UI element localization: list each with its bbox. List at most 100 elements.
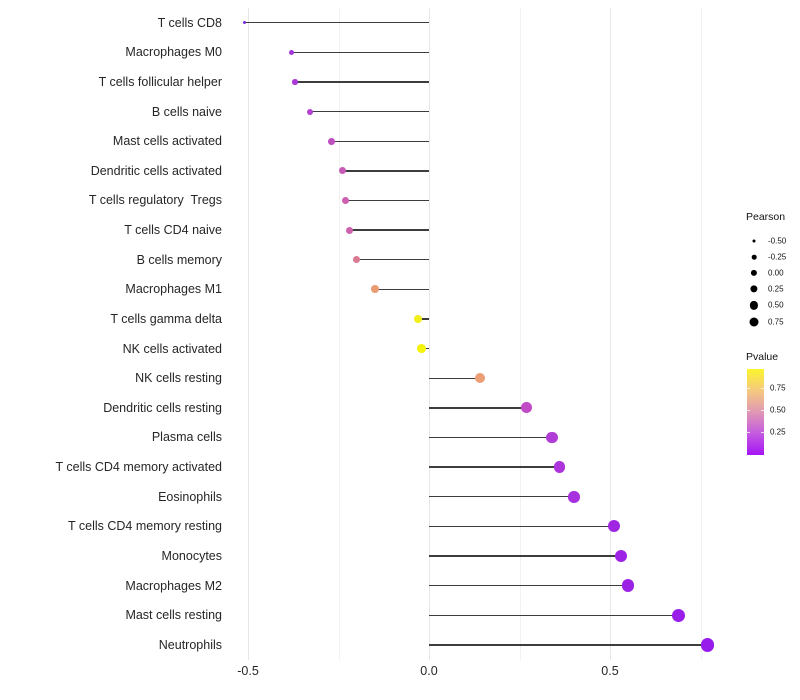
data-point	[327, 137, 335, 145]
colorbar-tick-label: 0.75	[770, 383, 786, 393]
legend-size-label: -0.25	[768, 252, 787, 262]
legend-size-label: 0.50	[768, 300, 784, 310]
lollipop-stem	[429, 644, 708, 646]
lollipop-stem	[349, 229, 429, 231]
y-axis-label: Eosinophils	[158, 489, 222, 504]
lollipop-stem	[429, 407, 527, 409]
y-axis-label: Mast cells activated	[112, 134, 222, 149]
legend-size-dot	[749, 301, 759, 310]
gridline-major	[429, 8, 430, 660]
y-axis-label: Dendritic cells activated	[90, 163, 222, 178]
data-point	[614, 549, 627, 563]
colorbar-tick	[761, 431, 764, 433]
data-point	[345, 226, 353, 234]
chart-panel	[233, 8, 730, 660]
legend-pearson-title: Pearson	[746, 211, 786, 223]
y-axis-label: NK cells activated	[122, 341, 222, 356]
y-axis-label: T cells CD4 memory resting	[68, 519, 222, 534]
data-point	[672, 608, 686, 622]
colorbar-tick	[747, 410, 750, 412]
gridline-major	[610, 8, 611, 660]
lollipop-stem	[429, 377, 480, 379]
gridline-minor	[338, 8, 340, 660]
y-axis-label: B cells memory	[136, 252, 222, 267]
data-point	[553, 461, 565, 473]
y-axis-labels: T cells CD8 Macrophages M0 T cells follicu…	[0, 8, 223, 660]
y-axis-label: Macrophages M1	[125, 282, 222, 297]
x-axis: -0.5 0.0 0.5	[0, 664, 800, 682]
y-axis-label: T cells regulatory Tregs	[88, 193, 222, 208]
data-point	[607, 520, 620, 533]
lollipop-stem	[309, 110, 429, 113]
colorbar-tick	[761, 410, 764, 412]
legend-pvalue-title: Pvalue	[746, 351, 779, 363]
gridline-major	[248, 8, 249, 660]
legend-size-label: 0.00	[768, 268, 784, 278]
data-point	[413, 314, 423, 324]
gridline-minor	[519, 8, 521, 660]
legend-size-label: 0.25	[768, 284, 784, 294]
y-axis-label: Plasma cells	[151, 430, 222, 445]
data-point	[306, 108, 313, 115]
data-point	[352, 256, 361, 264]
lollipop-stem	[342, 170, 429, 172]
lollipop-stem	[356, 259, 429, 261]
data-point	[338, 167, 346, 175]
data-point	[342, 196, 350, 204]
legend-pearson-item: 0.50	[746, 297, 800, 313]
legend-size-label: -0.50	[768, 236, 787, 246]
legend-pvalue: Pvalue 0.75 0.50 0.25	[746, 351, 800, 455]
legend-pearson-item: 0.75	[746, 314, 800, 330]
data-point	[242, 20, 247, 25]
y-axis-label: T cells CD4 naive	[124, 223, 222, 238]
data-point	[417, 344, 427, 353]
legend-pearson-item: 0.00	[746, 265, 800, 281]
gridline-minor	[700, 8, 702, 660]
y-axis-label: Macrophages M0	[125, 45, 222, 60]
lollipop-stem	[345, 199, 429, 202]
y-axis-label: Macrophages M2	[125, 578, 222, 593]
x-tick-label: 0.0	[420, 664, 438, 678]
legend-size-dot	[750, 285, 758, 293]
y-axis-label: B cells naive	[151, 104, 222, 119]
x-tick-label: -0.5	[237, 664, 259, 678]
lollipop-stem	[429, 466, 560, 468]
legend-pearson-item: 0.25	[746, 281, 800, 297]
lollipop-stem	[374, 288, 429, 291]
legend-size-dot	[749, 317, 759, 326]
data-point	[288, 49, 295, 56]
y-axis-label: T cells CD8	[157, 15, 222, 30]
lollipop-stem	[295, 81, 429, 83]
lollipop-stem	[244, 22, 429, 24]
x-tick-label: 0.5	[601, 664, 619, 678]
lollipop-stem	[429, 614, 679, 616]
colorbar-tick	[747, 431, 750, 433]
lollipop-stem	[291, 51, 429, 54]
data-point	[292, 79, 298, 85]
data-point	[474, 373, 485, 384]
legend-size-dot	[750, 270, 758, 277]
pvalue-colorbar	[747, 369, 764, 455]
y-axis-label: T cells follicular helper	[98, 74, 222, 89]
data-point	[621, 579, 635, 592]
lollipop-stem	[429, 584, 629, 587]
legend-pearson-item: -0.50	[746, 233, 800, 249]
data-point	[700, 638, 715, 652]
colorbar-tick	[761, 387, 764, 389]
data-point	[546, 431, 558, 444]
legend-size-dot	[751, 254, 757, 260]
colorbar-tick-label: 0.25	[770, 427, 786, 437]
y-axis-label: Dendritic cells resting	[103, 400, 222, 415]
lollipop-stem	[429, 436, 553, 439]
y-axis-label: Neutrophils	[158, 637, 222, 652]
data-point	[521, 402, 533, 414]
lollipop-stem	[418, 318, 429, 320]
lollipop-stem	[429, 555, 621, 557]
legend-pearson-items: -0.50 -0.25 0.00 0.25 0.50 0.75	[746, 233, 800, 343]
colorbar-tick	[747, 387, 750, 389]
data-point	[370, 285, 379, 294]
lollipop-stem	[429, 496, 574, 498]
legend-size-label: 0.75	[768, 317, 784, 326]
colorbar-tick-label: 0.50	[770, 405, 786, 415]
